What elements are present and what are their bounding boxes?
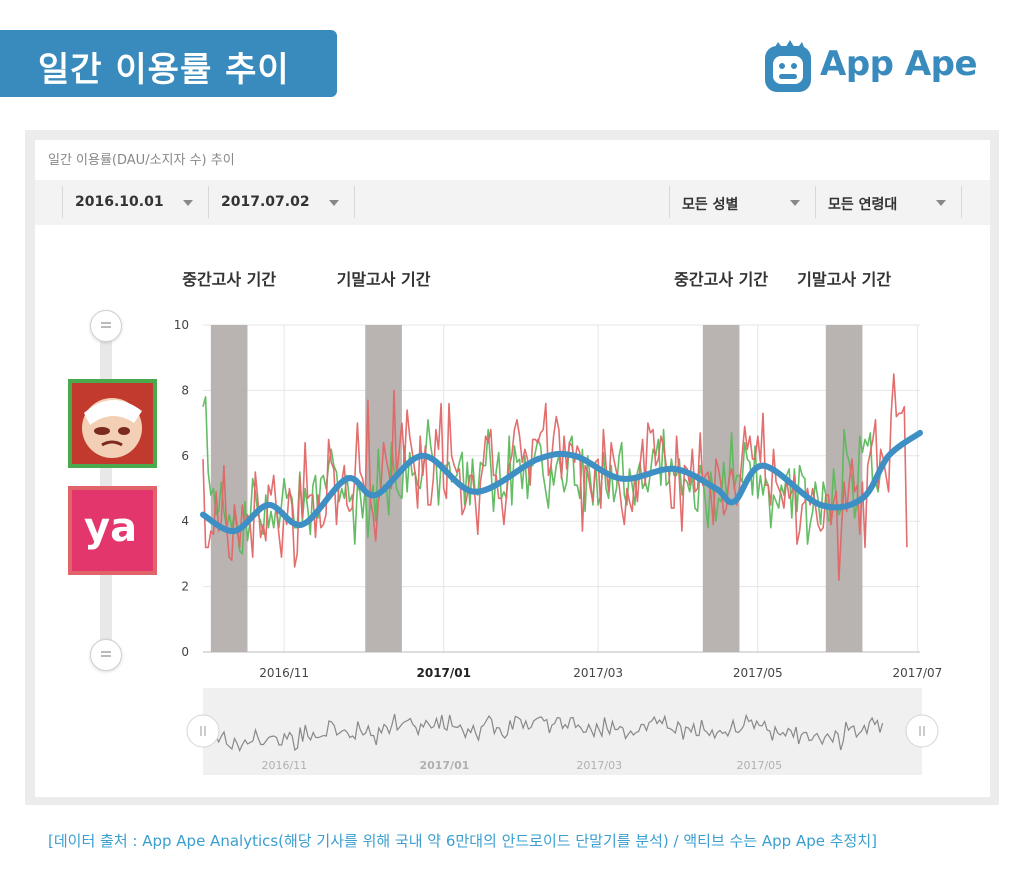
navigator-right-handle[interactable]: [905, 714, 939, 748]
chart-panel-title: 일간 이용률(DAU/소지자 수) 추이: [48, 153, 235, 168]
character-icon: [72, 383, 153, 464]
start-date-select[interactable]: 2016.10.01: [62, 186, 208, 218]
exam-period-label: 중간고사 기간: [182, 270, 276, 289]
x-tick-label: 2017/05: [733, 666, 783, 680]
navigator-background: [203, 688, 922, 775]
ya-icon: ya: [72, 490, 153, 571]
filter-bar: 2016.10.01 2017.07.02 모든 성별 모든 연령대: [35, 180, 990, 225]
exam-period-band: [210, 325, 248, 652]
slider-top-handle[interactable]: [90, 310, 122, 342]
data-source-note: [데이터 출처 : App Ape Analytics(해당 기사를 위해 국내…: [48, 832, 878, 850]
navigator-tick-label: 2017/03: [576, 759, 622, 772]
logo-text: App Ape: [820, 44, 978, 84]
trend-line: [200, 429, 923, 535]
gender-select[interactable]: 모든 성별: [669, 186, 815, 218]
gender-value: 모든 성별: [682, 197, 739, 213]
exam-period-label: 기말고사 기간: [337, 270, 431, 289]
title-banner: 일간 이용률 추이: [0, 30, 337, 97]
navigator-tick-label: 2017/05: [736, 759, 782, 772]
y-tick-label: 2: [181, 580, 189, 594]
x-tick-label: 2017/03: [573, 666, 623, 680]
y-tick-label: 8: [181, 383, 189, 397]
age-select[interactable]: 모든 연령대: [815, 186, 962, 218]
end-date-value: 2017.07.02: [221, 194, 310, 210]
exam-period-label: 기말고사 기간: [797, 270, 891, 289]
ya-icon-label: ya: [84, 505, 138, 551]
navigator-tick-label: 2017/01: [419, 759, 469, 772]
series-line-red: [202, 373, 908, 581]
age-value: 모든 연령대: [828, 197, 898, 213]
app-ape-logo-icon: [765, 40, 811, 92]
app-ape-logo: App Ape: [762, 38, 982, 96]
y-tick-label: 4: [181, 514, 189, 528]
app-icon-character[interactable]: [68, 379, 157, 468]
y-tick-label: 10: [174, 318, 189, 332]
chevron-down-icon: [936, 200, 946, 206]
chevron-down-icon: [790, 200, 800, 206]
slider-bottom-handle[interactable]: [90, 639, 122, 671]
y-tick-label: 6: [181, 449, 189, 463]
x-tick-label: 2017/01: [417, 666, 471, 680]
navigator-left-handle[interactable]: [186, 714, 220, 748]
navigator-line: [202, 713, 884, 753]
app-icon-ya[interactable]: ya: [68, 486, 157, 575]
start-date-value: 2016.10.01: [75, 194, 164, 210]
x-tick-label: 2016/11: [259, 666, 309, 680]
exam-period-label: 중간고사 기간: [674, 270, 768, 289]
navigator-tick-label: 2016/11: [261, 759, 307, 772]
drag-handle-icon: [101, 322, 111, 328]
end-date-select[interactable]: 2017.07.02: [208, 186, 354, 218]
drag-handle-icon: [101, 651, 111, 657]
page-title: 일간 이용률 추이: [38, 50, 290, 90]
y-tick-label: 0: [181, 645, 189, 659]
chevron-down-icon: [329, 200, 339, 206]
filter-divider: [354, 186, 356, 218]
chevron-down-icon: [183, 200, 193, 206]
x-tick-label: 2017/07: [892, 666, 942, 680]
